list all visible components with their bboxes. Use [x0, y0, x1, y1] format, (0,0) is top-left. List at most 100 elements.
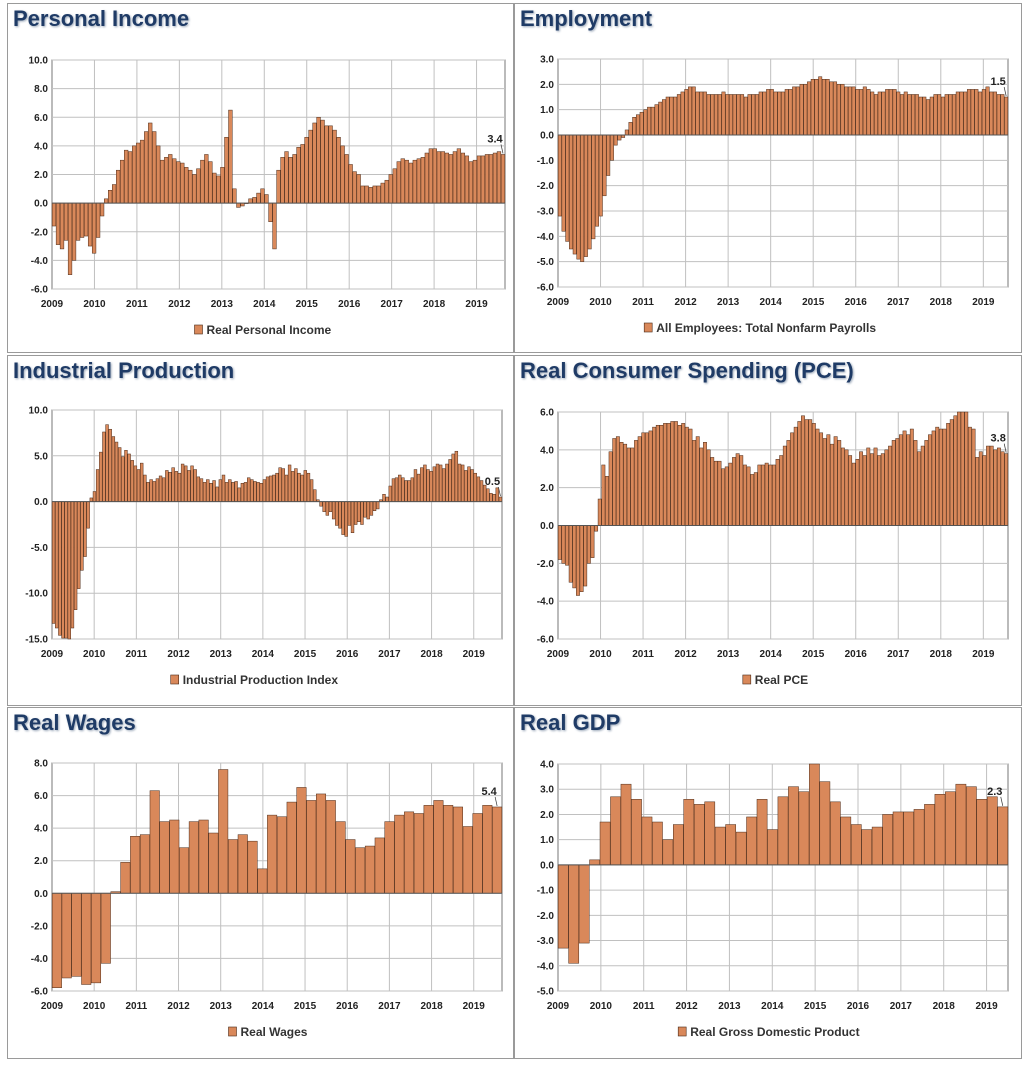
bar: [750, 474, 755, 526]
legend-label: All Employees: Total Nonfarm Payrolls: [656, 321, 876, 335]
x-tick-label: 2011: [126, 299, 148, 310]
bar: [228, 479, 232, 502]
bar: [232, 188, 237, 204]
bar: [955, 91, 960, 136]
legend-swatch: [677, 1026, 687, 1037]
bar: [87, 202, 93, 247]
bar: [946, 423, 951, 526]
bar: [781, 91, 785, 136]
bar: [902, 430, 907, 526]
bar: [742, 464, 747, 526]
bar: [457, 463, 462, 502]
bar: [320, 119, 325, 204]
y-tick-label: -2.0: [31, 921, 49, 932]
bar: [885, 89, 890, 136]
bar: [262, 479, 267, 502]
bar: [120, 159, 125, 204]
bar: [495, 487, 499, 502]
bar: [635, 114, 640, 136]
bar: [917, 451, 922, 526]
bar: [413, 469, 418, 502]
bar: [67, 501, 71, 640]
y-tick-label: 4.0: [540, 445, 554, 456]
bar: [292, 154, 297, 204]
bar: [224, 482, 229, 502]
bar: [269, 475, 273, 502]
last-value-leader: [498, 486, 501, 497]
legend-label: Real PCE: [755, 673, 808, 687]
bar: [193, 469, 197, 502]
bar: [989, 445, 994, 526]
bar: [338, 501, 342, 529]
bar: [801, 415, 805, 526]
bar: [303, 470, 307, 502]
y-tick-label: -4.0: [31, 954, 49, 965]
y-tick-label: 10.0: [29, 56, 49, 67]
legend-swatch: [643, 322, 653, 333]
bar: [355, 847, 366, 894]
x-tick-label: 2009: [547, 297, 570, 308]
bar: [970, 89, 975, 136]
bar: [136, 469, 141, 502]
bar: [171, 467, 175, 502]
bar: [332, 129, 337, 204]
bar: [869, 453, 874, 526]
bar: [336, 137, 341, 204]
bar: [1004, 453, 1009, 526]
bar: [95, 469, 100, 502]
bar: [840, 84, 845, 136]
bar: [335, 501, 339, 526]
bar: [583, 525, 588, 587]
panel-personal-income: Personal Income 10.0 8.0 6.0 4.0 2.0 0.0 -2.0 -…: [7, 3, 514, 353]
bar: [445, 463, 449, 502]
bar: [624, 129, 629, 136]
bar: [681, 423, 686, 526]
bar: [165, 470, 169, 502]
bar: [866, 89, 871, 136]
bar: [212, 172, 217, 204]
bar: [140, 139, 145, 204]
bar: [356, 174, 361, 204]
bar: [177, 472, 182, 502]
bar: [855, 459, 860, 526]
bar: [133, 465, 138, 502]
x-tick-label: 2019: [975, 1001, 998, 1012]
bar: [895, 438, 900, 526]
x-tick-label: 2012: [674, 649, 697, 660]
y-tick-label: -3.0: [537, 936, 555, 947]
y-tick-label: -6.0: [31, 987, 49, 998]
bar: [724, 466, 729, 526]
x-tick-label: 2018: [930, 649, 953, 660]
bar: [372, 185, 377, 204]
y-tick-label: -4.0: [537, 961, 555, 972]
bar: [256, 482, 260, 502]
bar: [928, 434, 932, 526]
bar: [404, 480, 408, 502]
bar: [739, 455, 744, 526]
bar: [877, 91, 882, 136]
bar: [735, 831, 747, 866]
bar: [247, 477, 251, 502]
x-tick-label: 2017: [890, 1001, 913, 1012]
y-tick-label: 4.0: [34, 824, 48, 835]
x-tick-label: 2017: [887, 297, 910, 308]
bar: [188, 169, 193, 204]
bar: [626, 447, 631, 526]
bar: [911, 94, 916, 136]
bar: [462, 826, 473, 894]
bar: [132, 145, 137, 204]
bar: [870, 91, 875, 136]
bar: [595, 134, 600, 227]
bar: [819, 432, 824, 526]
legend-swatch: [228, 1026, 237, 1037]
bar: [440, 151, 445, 204]
y-tick-label: -6.0: [537, 283, 555, 294]
bar: [347, 501, 352, 526]
x-tick-label: 2015: [294, 1001, 317, 1012]
bar: [400, 158, 405, 204]
bar: [784, 89, 789, 136]
bar: [308, 129, 313, 204]
x-tick-label: 2014: [253, 299, 276, 310]
bar: [324, 125, 329, 204]
bar: [628, 122, 633, 136]
